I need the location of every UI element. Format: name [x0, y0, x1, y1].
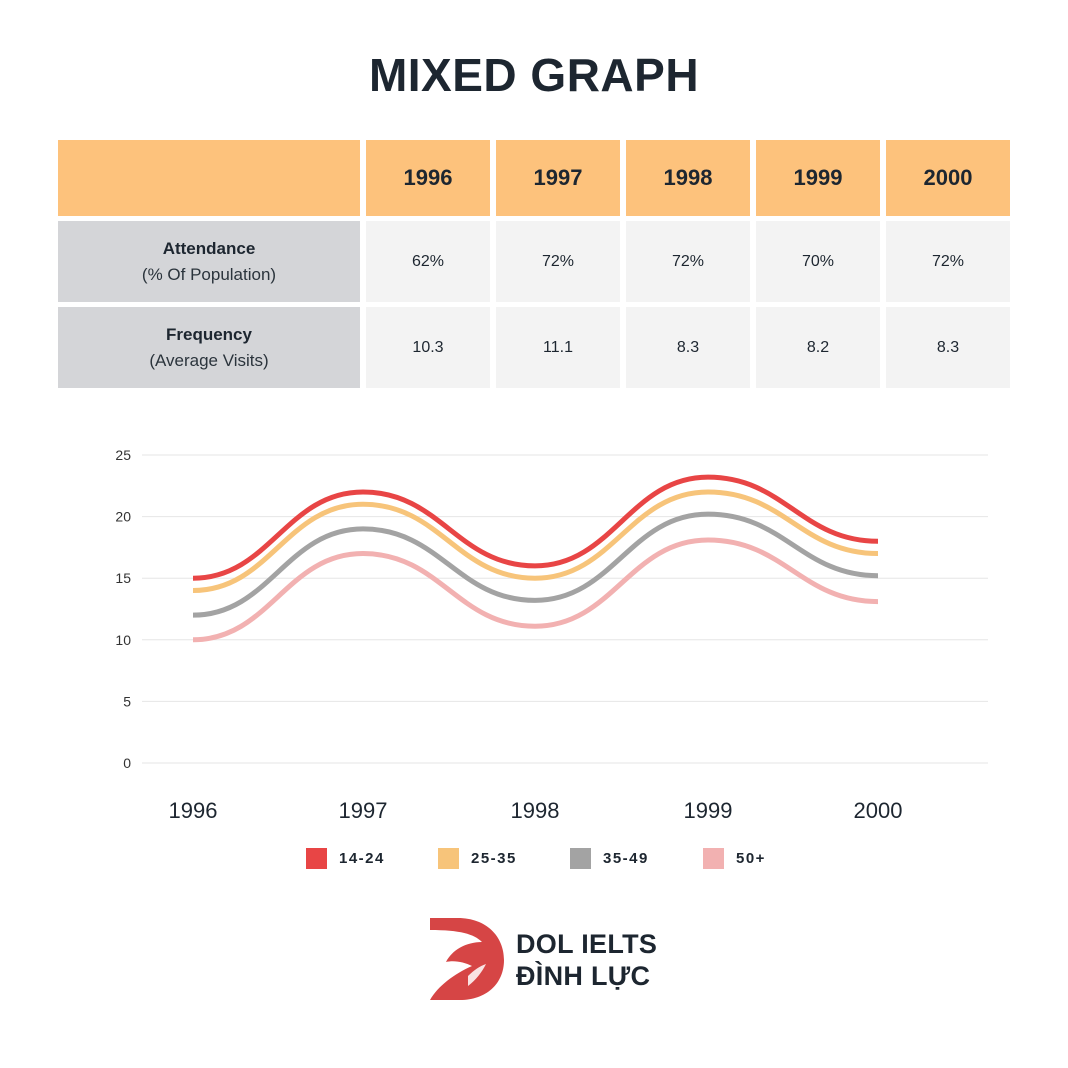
brand-mark-icon — [430, 918, 504, 1000]
x-tick-label: 1996 — [169, 798, 218, 823]
table-row-attendance: Attendance (% Of Population) 62% 72% 72%… — [58, 221, 1014, 302]
table-cell: 11.1 — [496, 307, 620, 388]
row-label: Frequency — [166, 324, 252, 344]
legend-item: 25-35 — [438, 848, 517, 869]
chart-title: MIXED GRAPH — [368, 49, 700, 101]
legend-swatch — [306, 848, 327, 869]
y-tick-label: 0 — [123, 755, 131, 771]
table-header-year: 2000 — [886, 140, 1010, 216]
table-cell: 72% — [626, 221, 750, 302]
x-tick-label: 1998 — [511, 798, 560, 823]
brand-logo: DOL IELTS ĐÌNH LỰC — [428, 916, 668, 1006]
y-tick-label: 15 — [115, 570, 131, 586]
table-cell: 10.3 — [366, 307, 490, 388]
x-tick-label: 1999 — [684, 798, 733, 823]
brand-line-2: ĐÌNH LỰC — [516, 961, 651, 991]
table-cell: 72% — [496, 221, 620, 302]
table-cell: 8.3 — [626, 307, 750, 388]
table-header-blank — [58, 140, 360, 216]
table-cell: 62% — [366, 221, 490, 302]
y-tick-label: 10 — [115, 632, 131, 648]
legend-item: 14-24 — [306, 848, 385, 869]
table-row-frequency: Frequency (Average Visits) 10.3 11.1 8.3… — [58, 307, 1014, 388]
brand-name: DOL IELTS ĐÌNH LỰC — [516, 928, 657, 992]
series-line-50+ — [192, 537, 879, 643]
y-tick-label: 20 — [115, 509, 131, 525]
legend-label: 25-35 — [471, 850, 517, 867]
legend-swatch — [438, 848, 459, 869]
y-tick-label: 5 — [123, 693, 131, 709]
line-chart: 0 5 10 15 20 25 1996 1997 1998 1999 2000 — [115, 447, 988, 823]
legend-label: 14-24 — [339, 850, 385, 867]
row-sublabel: (% Of Population) — [141, 264, 277, 284]
legend-item: 35-49 — [570, 848, 649, 869]
legend-label: 50+ — [736, 850, 766, 867]
row-sublabel: (Average Visits) — [149, 350, 269, 370]
table-cell: 72% — [886, 221, 1010, 302]
series-line-25-35 — [192, 489, 879, 594]
data-table: 1996 1997 1998 1999 2000 Attendance (% O… — [58, 140, 1014, 393]
legend-label: 35-49 — [603, 850, 649, 867]
series-line-35-49 — [192, 511, 879, 618]
table-cell: 70% — [756, 221, 880, 302]
y-tick-label: 25 — [115, 447, 131, 463]
table-cell: 8.3 — [886, 307, 1010, 388]
x-tick-label: 2000 — [854, 798, 903, 823]
row-label: Attendance — [162, 238, 256, 258]
table-cell: 8.2 — [756, 307, 880, 388]
row-label-attendance: Attendance (% Of Population) — [58, 221, 360, 302]
table-header-year: 1996 — [366, 140, 490, 216]
row-label-frequency: Frequency (Average Visits) — [58, 307, 360, 388]
legend-swatch — [570, 848, 591, 869]
legend-item: 50+ — [703, 848, 766, 869]
brand-line-1: DOL IELTS — [516, 929, 658, 959]
table-header-year: 1999 — [756, 140, 880, 216]
x-tick-label: 1997 — [339, 798, 388, 823]
table-header-row: 1996 1997 1998 1999 2000 — [58, 140, 1014, 216]
series-line-14-24 — [192, 474, 879, 581]
chart-legend: 14-24 25-35 35-49 50+ — [0, 848, 1068, 872]
table-header-year: 1997 — [496, 140, 620, 216]
legend-swatch — [703, 848, 724, 869]
table-header-year: 1998 — [626, 140, 750, 216]
